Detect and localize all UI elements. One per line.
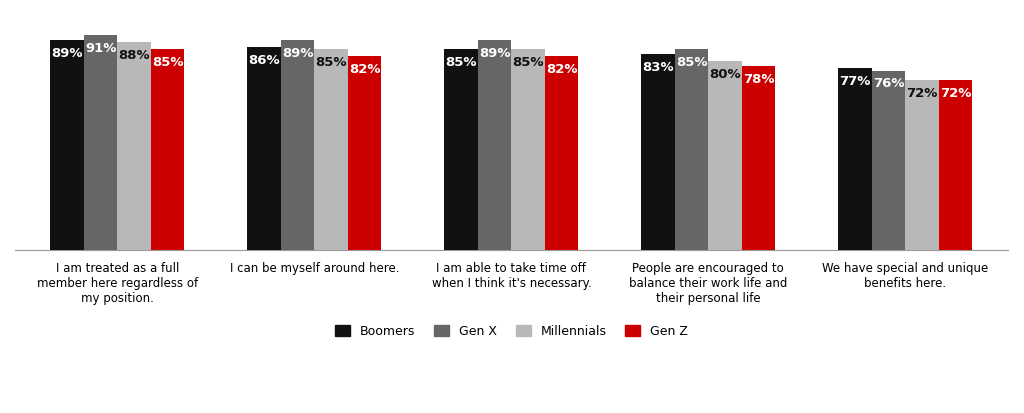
Bar [939,81,973,250]
Text: 77%: 77% [840,75,870,88]
Bar [478,41,511,250]
Bar [741,66,775,250]
Text: 89%: 89% [51,47,83,59]
Bar [314,50,348,250]
Bar [641,55,675,250]
Text: 89%: 89% [282,47,313,59]
Bar [118,43,151,250]
Bar [248,48,281,250]
Text: 91%: 91% [85,42,117,55]
Bar [839,69,871,250]
Bar [281,41,314,250]
Legend: Boomers, Gen X, Millennials, Gen Z: Boomers, Gen X, Millennials, Gen Z [330,320,693,342]
Text: 85%: 85% [152,56,183,69]
Text: 85%: 85% [676,56,708,69]
Bar [444,50,478,250]
Text: 72%: 72% [940,87,971,100]
Bar [905,81,939,250]
Text: 72%: 72% [906,87,938,100]
Bar [50,41,84,250]
Text: 85%: 85% [445,56,477,69]
Text: 82%: 82% [349,63,380,76]
Text: 80%: 80% [710,68,741,81]
Text: 83%: 83% [642,61,674,74]
Bar [871,71,905,250]
Text: 88%: 88% [119,49,150,62]
Text: 89%: 89% [479,47,510,59]
Bar [511,50,545,250]
Bar [709,62,741,250]
Bar [84,36,118,250]
Bar [151,50,184,250]
Text: 86%: 86% [249,54,280,67]
Bar [675,50,709,250]
Text: 85%: 85% [315,56,347,69]
Text: 76%: 76% [872,77,904,90]
Bar [545,57,579,250]
Text: 85%: 85% [512,56,544,69]
Bar [348,57,381,250]
Text: 82%: 82% [546,63,578,76]
Text: 78%: 78% [742,73,774,85]
